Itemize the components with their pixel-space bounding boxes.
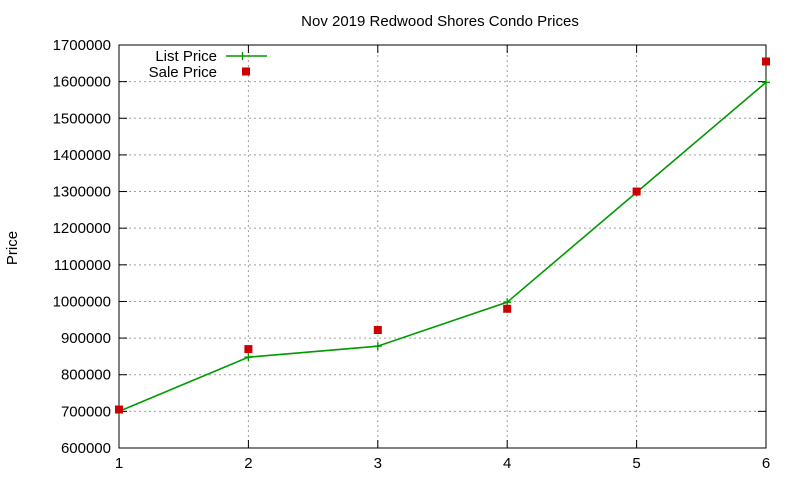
x-tick-label: 5 [632, 455, 640, 472]
list-price-point [762, 78, 770, 87]
y-tick-label: 1000000 [53, 293, 111, 310]
list-price-point [373, 342, 382, 351]
y-tick-label: 1300000 [53, 184, 111, 201]
legend-sale-price-marker [242, 67, 250, 76]
sale-price-point [244, 345, 253, 354]
y-tick-label: 1200000 [53, 220, 111, 237]
y-tick-label: 1500000 [53, 110, 111, 127]
y-axis-label: Price [4, 231, 21, 265]
sale-price-point [115, 405, 123, 414]
y-tick-label: 800000 [61, 367, 111, 384]
plot-frame [118, 44, 767, 449]
x-tick-label: 1 [115, 455, 123, 472]
legend-sale-price-label: Sale Price [149, 64, 217, 81]
chart-title: Nov 2019 Redwood Shores Condo Prices [301, 13, 579, 30]
axis-ticks [118, 44, 767, 449]
y-tick-label: 1100000 [54, 257, 111, 274]
sale-price-point [503, 304, 512, 313]
x-tick-label: 3 [374, 455, 382, 472]
sale-price-point [373, 326, 382, 335]
legend-list-price-label: List Price [155, 48, 217, 65]
y-tick-label: 600000 [61, 440, 111, 457]
list-price-point [244, 353, 253, 362]
y-tick-label: 700000 [61, 403, 111, 420]
list-price-line [118, 81, 767, 413]
y-tick-label: 1400000 [53, 147, 111, 164]
sale-price-point [632, 187, 641, 196]
y-tick-label: 1600000 [53, 74, 111, 91]
y-tick-label: 1700000 [53, 37, 111, 54]
x-tick-label: 2 [244, 455, 252, 472]
x-tick-label: 6 [762, 455, 770, 472]
tick-labels: 6000007000008000009000001000000110000012… [53, 37, 771, 472]
grid-lines [119, 45, 766, 448]
sale-price-point [762, 57, 770, 66]
x-tick-label: 4 [503, 455, 511, 472]
y-tick-label: 900000 [61, 330, 111, 347]
series-layer [115, 57, 770, 416]
